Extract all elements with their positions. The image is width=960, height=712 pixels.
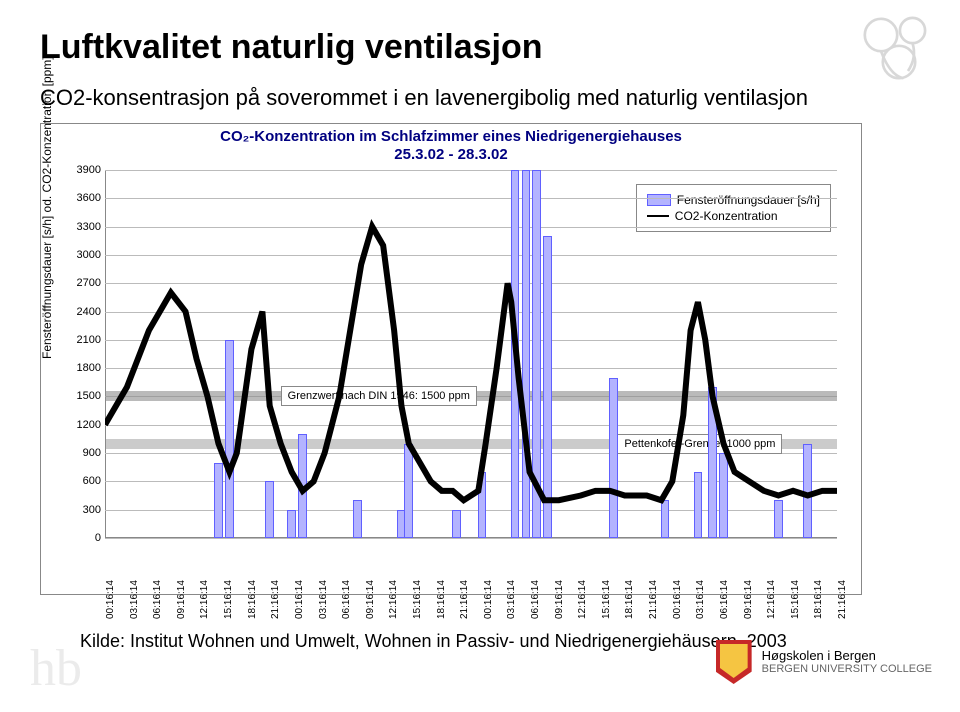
xtick-label: 09:16:14 bbox=[743, 580, 754, 619]
chart-container: CO₂-Konzentration im Schlafzimmer eines … bbox=[40, 123, 862, 595]
xtick-label: 00:16:14 bbox=[483, 580, 494, 619]
plot-area: 0300600900120015001800210024002700300033… bbox=[105, 170, 837, 538]
xtick-label: 09:16:14 bbox=[365, 580, 376, 619]
xtick-label: 21:16:14 bbox=[459, 580, 470, 619]
chart-title-line2: 25.3.02 - 28.3.02 bbox=[41, 146, 861, 163]
ytick-label: 1200 bbox=[61, 419, 101, 431]
xtick-label: 00:16:14 bbox=[105, 580, 116, 619]
watermark: hb bbox=[30, 639, 82, 698]
slide-subtitle: CO2-konsentrasjon på soverommet i en lav… bbox=[40, 85, 920, 111]
logo-name: Høgskolen i Bergen bbox=[762, 648, 932, 664]
xtick-label: 03:16:14 bbox=[695, 580, 706, 619]
logo-name-en: BERGEN UNIVERSITY COLLEGE bbox=[762, 663, 932, 676]
ytick-label: 1500 bbox=[61, 390, 101, 402]
xtick-label: 03:16:14 bbox=[318, 580, 329, 619]
slide-title: Luftkvalitet naturlig ventilasjon bbox=[40, 28, 920, 67]
xtick-label: 00:16:14 bbox=[294, 580, 305, 619]
xtick-label: 15:16:14 bbox=[601, 580, 612, 619]
xtick-label: 21:16:14 bbox=[270, 580, 281, 619]
co2-line bbox=[105, 170, 837, 538]
xtick-label: 18:16:14 bbox=[247, 580, 258, 619]
xtick-label: 18:16:14 bbox=[813, 580, 824, 619]
xtick-label: 00:16:14 bbox=[672, 580, 683, 619]
ytick-label: 2400 bbox=[61, 306, 101, 318]
xtick-label: 15:16:14 bbox=[790, 580, 801, 619]
ytick-label: 3000 bbox=[61, 249, 101, 261]
gridline bbox=[105, 538, 837, 539]
y-axis-label: Fensteröffnungsdauer [s/h] od. CO2-Konze… bbox=[40, 56, 54, 359]
xtick-label: 09:16:14 bbox=[176, 580, 187, 619]
ytick-label: 2700 bbox=[61, 277, 101, 289]
logo-shield-icon bbox=[716, 640, 752, 684]
ytick-label: 600 bbox=[61, 475, 101, 487]
ytick-label: 300 bbox=[61, 504, 101, 516]
xtick-label: 12:16:14 bbox=[199, 580, 210, 619]
xtick-label: 03:16:14 bbox=[129, 580, 140, 619]
ytick-label: 3600 bbox=[61, 192, 101, 204]
xtick-label: 12:16:14 bbox=[766, 580, 777, 619]
ytick-label: 2100 bbox=[61, 334, 101, 346]
xtick-label: 06:16:14 bbox=[719, 580, 730, 619]
xtick-label: 21:16:14 bbox=[837, 580, 848, 619]
xtick-label: 12:16:14 bbox=[388, 580, 399, 619]
xtick-label: 06:16:14 bbox=[530, 580, 541, 619]
institution-logo: Høgskolen i Bergen BERGEN UNIVERSITY COL… bbox=[716, 640, 932, 684]
ytick-label: 0 bbox=[61, 532, 101, 544]
xtick-label: 21:16:14 bbox=[648, 580, 659, 619]
xtick-label: 18:16:14 bbox=[436, 580, 447, 619]
xtick-label: 12:16:14 bbox=[577, 580, 588, 619]
xtick-label: 18:16:14 bbox=[624, 580, 635, 619]
source-citation: Kilde: Institut Wohnen und Umwelt, Wohne… bbox=[80, 631, 787, 652]
xtick-label: 03:16:14 bbox=[506, 580, 517, 619]
xtick-label: 06:16:14 bbox=[341, 580, 352, 619]
ytick-label: 3300 bbox=[61, 221, 101, 233]
ytick-label: 1800 bbox=[61, 362, 101, 374]
xtick-label: 09:16:14 bbox=[554, 580, 565, 619]
logo-text: Høgskolen i Bergen BERGEN UNIVERSITY COL… bbox=[762, 648, 932, 677]
ytick-label: 900 bbox=[61, 447, 101, 459]
xtick-label: 06:16:14 bbox=[152, 580, 163, 619]
corner-decoration bbox=[854, 8, 944, 98]
xtick-label: 15:16:14 bbox=[412, 580, 423, 619]
ytick-label: 3900 bbox=[61, 164, 101, 176]
chart-title-line1: CO₂-Konzentration im Schlafzimmer eines … bbox=[41, 128, 861, 145]
xtick-label: 15:16:14 bbox=[223, 580, 234, 619]
